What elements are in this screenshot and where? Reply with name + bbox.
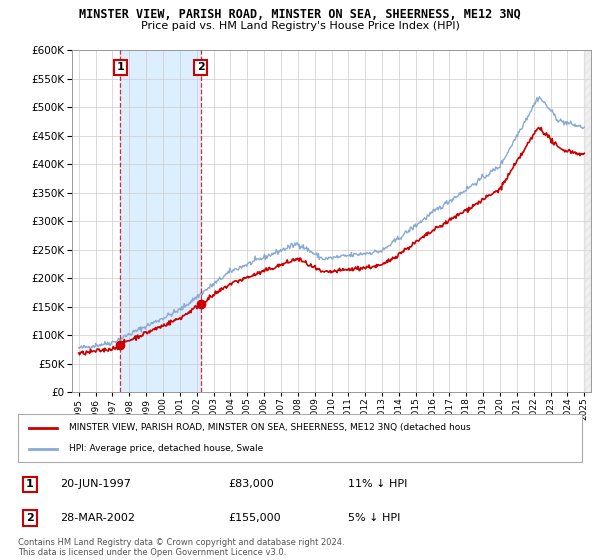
Text: MINSTER VIEW, PARISH ROAD, MINSTER ON SEA, SHEERNESS, ME12 3NQ: MINSTER VIEW, PARISH ROAD, MINSTER ON SE… — [79, 8, 521, 21]
Text: 1: 1 — [26, 479, 34, 489]
Text: 1: 1 — [116, 63, 124, 72]
Bar — [121, 50, 200, 392]
Text: MINSTER VIEW, PARISH ROAD, MINSTER ON SEA, SHEERNESS, ME12 3NQ (detached hous: MINSTER VIEW, PARISH ROAD, MINSTER ON SE… — [69, 423, 470, 432]
Text: HPI: Average price, detached house, Swale: HPI: Average price, detached house, Swal… — [69, 444, 263, 453]
Text: 28-MAR-2002: 28-MAR-2002 — [60, 513, 135, 523]
Text: Contains HM Land Registry data © Crown copyright and database right 2024.
This d: Contains HM Land Registry data © Crown c… — [18, 538, 344, 557]
Text: 2: 2 — [26, 513, 34, 523]
Text: 2: 2 — [197, 63, 205, 72]
Bar — [584, 50, 600, 392]
Text: £155,000: £155,000 — [228, 513, 281, 523]
Text: £83,000: £83,000 — [228, 479, 274, 489]
Text: 11% ↓ HPI: 11% ↓ HPI — [348, 479, 407, 489]
Text: 20-JUN-1997: 20-JUN-1997 — [60, 479, 131, 489]
Text: 5% ↓ HPI: 5% ↓ HPI — [348, 513, 400, 523]
Text: Price paid vs. HM Land Registry's House Price Index (HPI): Price paid vs. HM Land Registry's House … — [140, 21, 460, 31]
